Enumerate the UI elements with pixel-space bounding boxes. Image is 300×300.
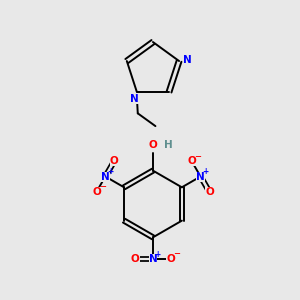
Text: O: O: [110, 156, 118, 166]
Text: +: +: [155, 250, 161, 259]
Text: O: O: [92, 187, 101, 197]
Text: N: N: [196, 172, 205, 182]
Text: +: +: [202, 167, 208, 176]
Text: −: −: [99, 182, 106, 191]
Text: O: O: [187, 156, 196, 166]
Text: N: N: [101, 172, 110, 182]
Text: O: O: [131, 254, 140, 264]
Text: +: +: [107, 167, 113, 176]
Text: O: O: [148, 140, 157, 150]
Text: H: H: [164, 140, 172, 150]
Text: N: N: [148, 254, 157, 264]
Text: −: −: [173, 250, 180, 259]
Text: −: −: [194, 152, 201, 161]
Text: O: O: [205, 187, 214, 197]
Text: N: N: [183, 55, 192, 65]
Text: O: O: [166, 254, 175, 264]
Text: N: N: [130, 94, 139, 104]
